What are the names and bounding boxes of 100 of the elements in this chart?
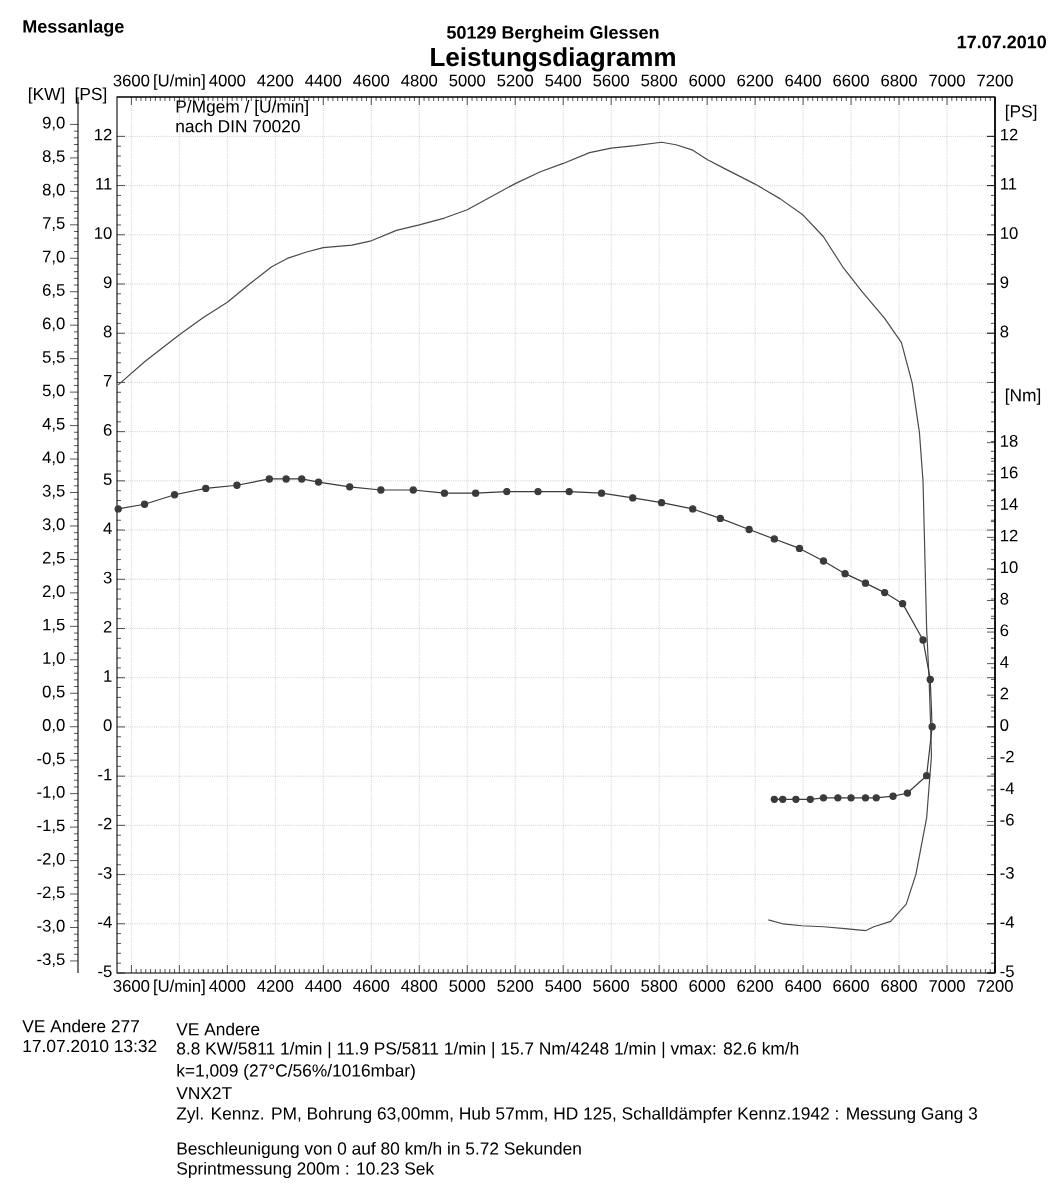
point [689, 505, 697, 513]
point [471, 489, 480, 497]
x2-tick-label: 5600 [593, 980, 630, 992]
point [770, 795, 778, 804]
point [903, 789, 912, 797]
x-axis-title: [U/min] [154, 979, 205, 996]
y3-axis-title: [KW] [28, 87, 65, 104]
point [716, 514, 724, 523]
annotation: nach DIN 70020 [176, 119, 300, 133]
x-tick-label: 5400 [545, 74, 582, 87]
y-tick-label: -4 [1000, 782, 1015, 794]
x-tick-label: 6600 [833, 74, 869, 87]
point [919, 636, 927, 644]
point [597, 489, 606, 497]
x-tick-label: 6200 [737, 74, 773, 87]
point [889, 792, 897, 800]
y-tick-label: 8 [1000, 592, 1009, 605]
point [847, 794, 855, 802]
point [314, 478, 323, 486]
x2-tick-label: 5800 [641, 980, 678, 992]
y-tick-label: -4 [98, 916, 112, 928]
y-tick-label: 12 [1000, 529, 1018, 542]
y-tick-label: 2 [103, 620, 112, 633]
point [233, 481, 241, 489]
point [745, 525, 753, 534]
point [834, 794, 842, 802]
y-tick-label: -6 [1000, 813, 1014, 826]
point [282, 475, 290, 483]
point [795, 544, 804, 553]
x2-tick-label: 6400 [785, 980, 821, 992]
y-tick-label: 5 [103, 473, 112, 486]
y3-tick-label: 1,5 [43, 618, 65, 633]
point [841, 570, 849, 578]
x2-tick-label: 4400 [305, 980, 342, 992]
point [657, 498, 666, 507]
x2-tick-label: 6800 [881, 980, 917, 992]
y3-tick-label: 6,5 [42, 284, 65, 298]
y3-tick-label: 5,5 [42, 351, 65, 365]
point [922, 772, 931, 780]
y3-tick-label: 5,0 [42, 384, 65, 399]
y3-tick-label: 7,0 [42, 250, 65, 265]
y-tick-label: 6 [1000, 624, 1009, 637]
x2-tick-label: 4600 [353, 980, 390, 992]
y3-tick-label: 3,5 [42, 484, 65, 499]
x2-tick-label: 7000 [929, 980, 965, 992]
point [926, 675, 934, 684]
x-tick-label: 4400 [305, 74, 342, 87]
x2-tick-label: 5400 [545, 980, 582, 992]
point [792, 795, 800, 804]
point [503, 487, 511, 496]
y2-axis-title: [PS] [1005, 104, 1037, 121]
point [409, 486, 417, 494]
y-tick-label: 3 [103, 571, 112, 584]
y3-tick-label: 8,0 [42, 183, 65, 198]
y3-tick-label: 1,0 [43, 652, 65, 666]
x2-tick-label: 6000 [689, 980, 726, 992]
y-tick-label: -1 [98, 768, 112, 781]
x2-axis-title: [U/min] [154, 74, 205, 90]
y-tick-label: -2 [98, 817, 112, 830]
x2-tick-label: 5200 [497, 980, 534, 992]
y-axis-title: [Nm] [1005, 388, 1041, 405]
y3-tick-label: -2,0 [37, 852, 65, 867]
text: 17.07.2010 [957, 35, 1046, 49]
text: 17.07.2010 13:32 [23, 1039, 157, 1053]
text: VE Andere 277 [22, 1019, 139, 1033]
x-tick-label: 5800 [641, 74, 678, 87]
text: 8.8 KW/5811 1/min | 11.9 PS/5811 1/min | 15.7 Nm/4248 1/min | vmax: 82.6 km/h [177, 1041, 799, 1059]
y3-tick-label: 0,5 [42, 685, 65, 700]
point [872, 794, 880, 802]
text: Beschleunigung von 0 auf 80 km/h in 5.72 Sekunden [177, 1141, 581, 1159]
point [534, 487, 542, 496]
text: Zyl. Kennz. PM, Bohrung 63,00mm, Hub 57mm, HD 125, Schalldämpfer Kennz.1942 : Messung Gang 3 [176, 1106, 977, 1124]
y-tick-label: 16 [1000, 466, 1018, 479]
text: VNX2T [176, 1086, 232, 1100]
x-tick-label: 5200 [497, 74, 534, 87]
y-tick-label: 4 [103, 522, 112, 535]
y-tick-label: 14 [1000, 498, 1018, 510]
y3-tick-label: -3,5 [37, 953, 65, 968]
y-tick-label: -2 [1000, 750, 1014, 763]
x2-tick-label: 4200 [257, 980, 294, 992]
y3-tick-label: 4,0 [42, 451, 65, 466]
x-tick-label: 7000 [929, 74, 965, 87]
y-tick-label: 11 [96, 178, 112, 190]
x-tick-label: 7200 [977, 74, 1013, 87]
text: 50129 Bergheim Glessen [446, 25, 659, 43]
y-tick-label: 2 [1000, 687, 1009, 700]
point [114, 505, 122, 513]
point [819, 557, 828, 565]
point [880, 588, 889, 597]
text: VE Andere [176, 1022, 260, 1036]
text: k=1,009 (27°C/56%/1016mbar) [177, 1063, 415, 1081]
x2-tick-label: 4000 [209, 980, 246, 992]
y-tick-label: 0 [103, 719, 112, 732]
x2-tick-label: 5000 [449, 980, 486, 992]
y-tick-label: 12 [95, 128, 112, 141]
x2-tick-label: 6200 [737, 980, 773, 992]
x2-tick-label: 4800 [401, 980, 438, 992]
point [806, 795, 814, 804]
point [170, 491, 179, 499]
y3-tick-label: -2,5 [37, 886, 65, 901]
